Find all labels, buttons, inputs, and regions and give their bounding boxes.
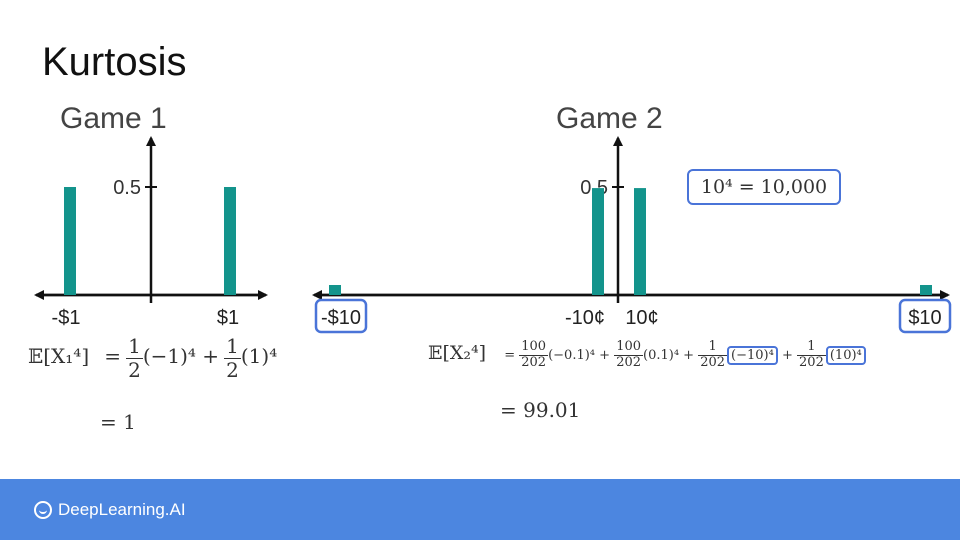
footer-bar: DeepLearning.AI	[0, 479, 960, 540]
x-tick-label: -$1	[52, 307, 81, 329]
game1-lhs: 𝔼[X₁⁴]	[28, 344, 90, 368]
bar--$1	[64, 187, 76, 295]
game2-lhs: 𝔼[X₂⁴]	[428, 341, 487, 364]
highlight-box	[898, 298, 952, 334]
game1-result: = 1	[100, 410, 136, 434]
game2-term-1: (−0.1)⁴ +	[548, 347, 611, 363]
game2-term-4-highlight: (10)⁴	[825, 345, 866, 365]
bar-$1	[224, 187, 236, 295]
slide-title: Kurtosis	[42, 40, 187, 84]
game2-frac-2: 100 202	[614, 339, 644, 370]
game2-term-3-highlight: (−10)⁴	[727, 345, 778, 365]
game2-plus: +	[781, 347, 793, 363]
game1-eq: =	[104, 344, 121, 368]
bar--$10	[329, 285, 341, 295]
game1-title: Game 1	[60, 102, 167, 135]
power-callout: 10⁴ = 10,000	[687, 169, 841, 205]
game1-term-2: (1)⁴	[240, 344, 278, 368]
game2-result: = 99.01	[500, 398, 581, 422]
game1-term-1: (−1)⁴ +	[142, 344, 220, 368]
x-tick-label: -10¢	[565, 307, 605, 329]
y-tick-label: 0.5	[113, 177, 141, 199]
highlight-box	[314, 298, 368, 334]
deeplearning-logo-icon	[34, 500, 52, 519]
game2-frac-4: 1 202	[797, 339, 826, 370]
game2-term-2: (0.1)⁴ +	[643, 347, 695, 363]
game1-chart: 0.5 -$1 $1	[34, 136, 268, 329]
brand: DeepLearning.AI	[34, 500, 186, 520]
x-tick-label: 10¢	[625, 307, 658, 329]
game2-title: Game 2	[556, 102, 663, 135]
game2-frac-1: 100 202	[519, 339, 549, 370]
game1-expectation: 𝔼[X₁⁴] = 1 2 (−1)⁴ + 1 2 (1)⁴	[28, 335, 277, 382]
game2-expectation: 𝔼[X₂⁴] = 100 202 (−0.1)⁴ + 100 202 (0.1)⁴ + …	[428, 339, 866, 371]
bar-$10	[920, 285, 932, 295]
game2-eq: =	[504, 347, 516, 363]
bar--10¢	[592, 188, 604, 295]
x-tick-label: $10	[908, 307, 941, 329]
game2-chart: 0.5-$10 -10¢ 10¢ $10	[312, 136, 952, 334]
brand-name: DeepLearning.AI	[58, 499, 186, 519]
game2-frac-3: 1 202	[698, 339, 728, 370]
bar-10¢	[634, 188, 646, 295]
x-tick-label: -$10	[321, 307, 361, 329]
x-tick-label: $1	[217, 307, 239, 329]
